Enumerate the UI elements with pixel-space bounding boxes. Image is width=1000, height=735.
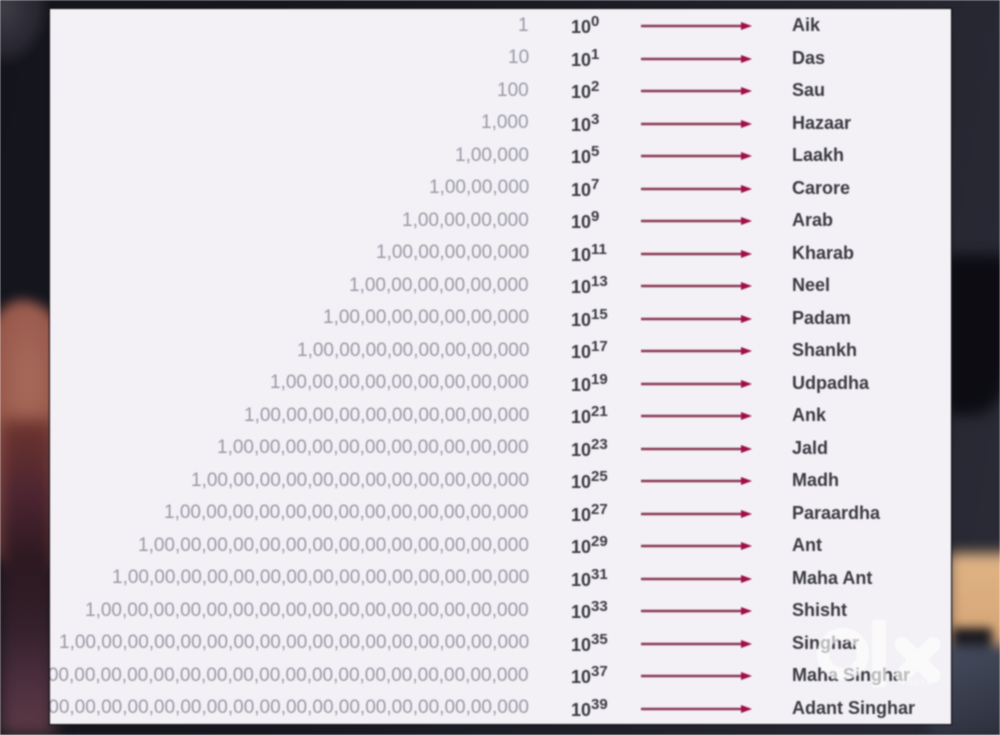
svg-text:INDIA: INDIA [902,678,933,687]
